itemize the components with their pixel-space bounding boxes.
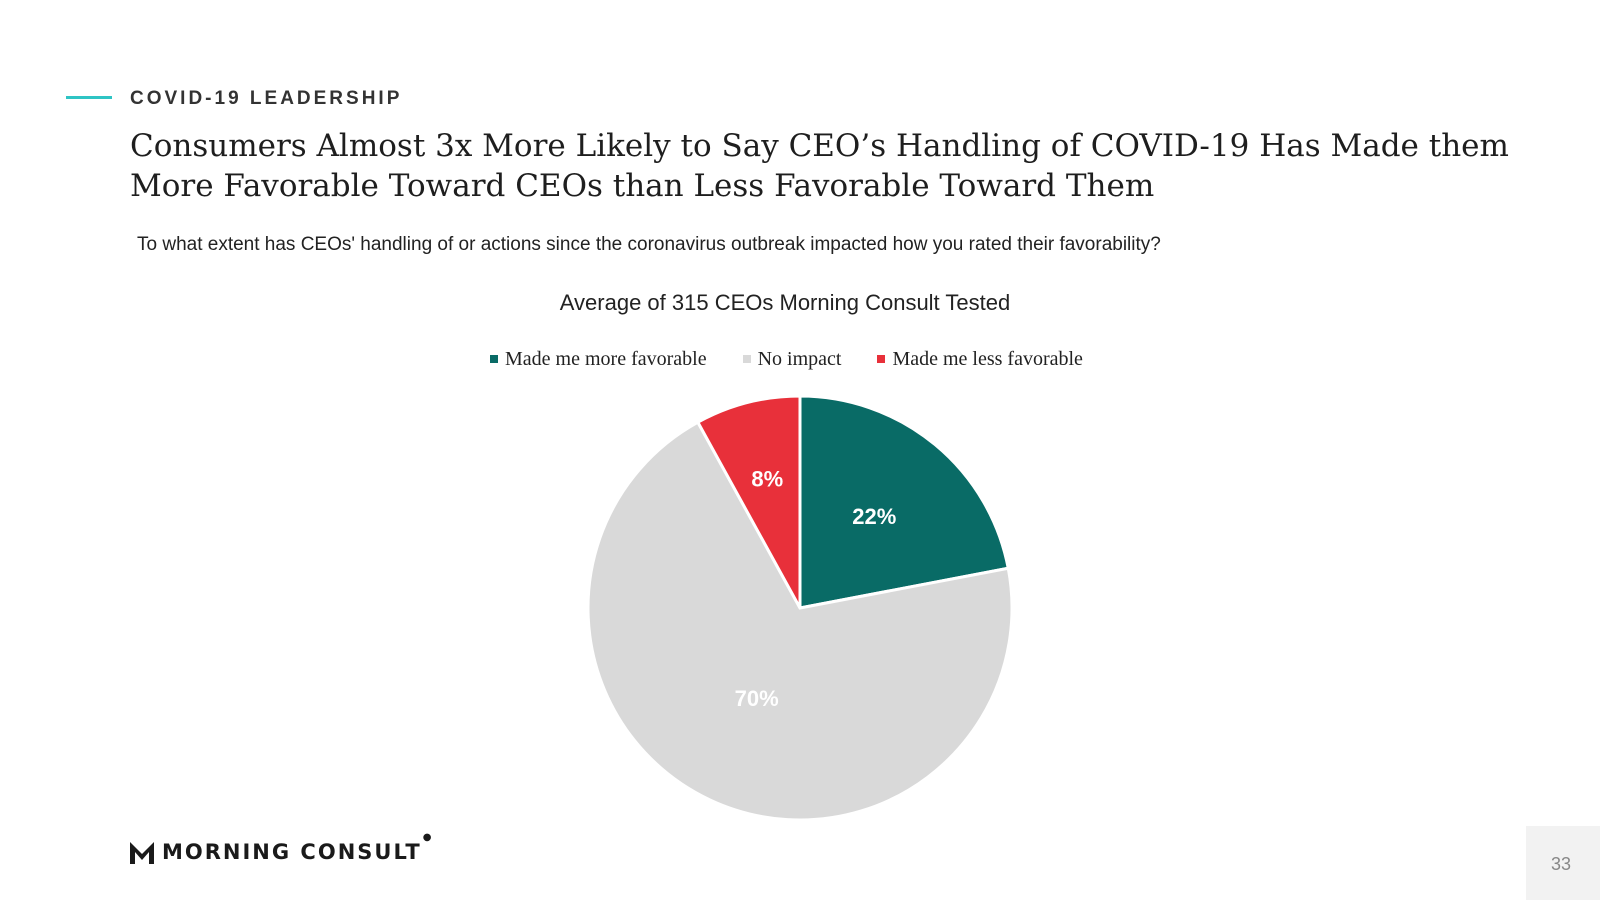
- pie-slice-no-impact: [586, 420, 1014, 822]
- section-label: COVID-19 LEADERSHIP: [130, 88, 403, 109]
- accent-line: [66, 96, 112, 99]
- chart-title: Average of 315 CEOs Morning Consult Test…: [559, 290, 1011, 315]
- morning-consult-logo: MORNING CONSULT●: [130, 832, 434, 866]
- legend-item-more-favorable: Made me more favorable: [490, 348, 707, 371]
- morning-consult-mark-icon: [130, 842, 154, 864]
- legend-label: Made me more favorable: [505, 347, 707, 370]
- logo-text: MORNING CONSULT●: [162, 832, 434, 864]
- legend-swatch-more-favorable: [490, 355, 498, 363]
- pie-data-label: 70%: [735, 686, 779, 711]
- pie-slice-made-me-more-favorable: [798, 394, 1010, 610]
- chart-legend: Made me more favorable No impact Made me…: [490, 348, 1083, 370]
- page-number-box: [1526, 826, 1600, 900]
- pie-data-label: 8%: [751, 467, 783, 492]
- slide-title: Consumers Almost 3x More Likely to Say C…: [130, 128, 1509, 204]
- page-number: 33: [1551, 854, 1572, 874]
- legend-item-less-favorable: Made me less favorable: [877, 347, 1083, 371]
- pie-slice-made-me-less-favorable: [695, 394, 802, 609]
- pie-data-label: 22%: [852, 504, 896, 529]
- survey-question: To what extent has CEOs' handling of or …: [137, 234, 1161, 255]
- legend-label: Made me less favorable: [892, 347, 1083, 370]
- legend-swatch-less-favorable: [877, 355, 886, 363]
- legend-swatch-no-impact: [742, 355, 751, 363]
- legend-label: No impact: [757, 347, 842, 370]
- legend-item-no-impact: No impact: [742, 347, 842, 371]
